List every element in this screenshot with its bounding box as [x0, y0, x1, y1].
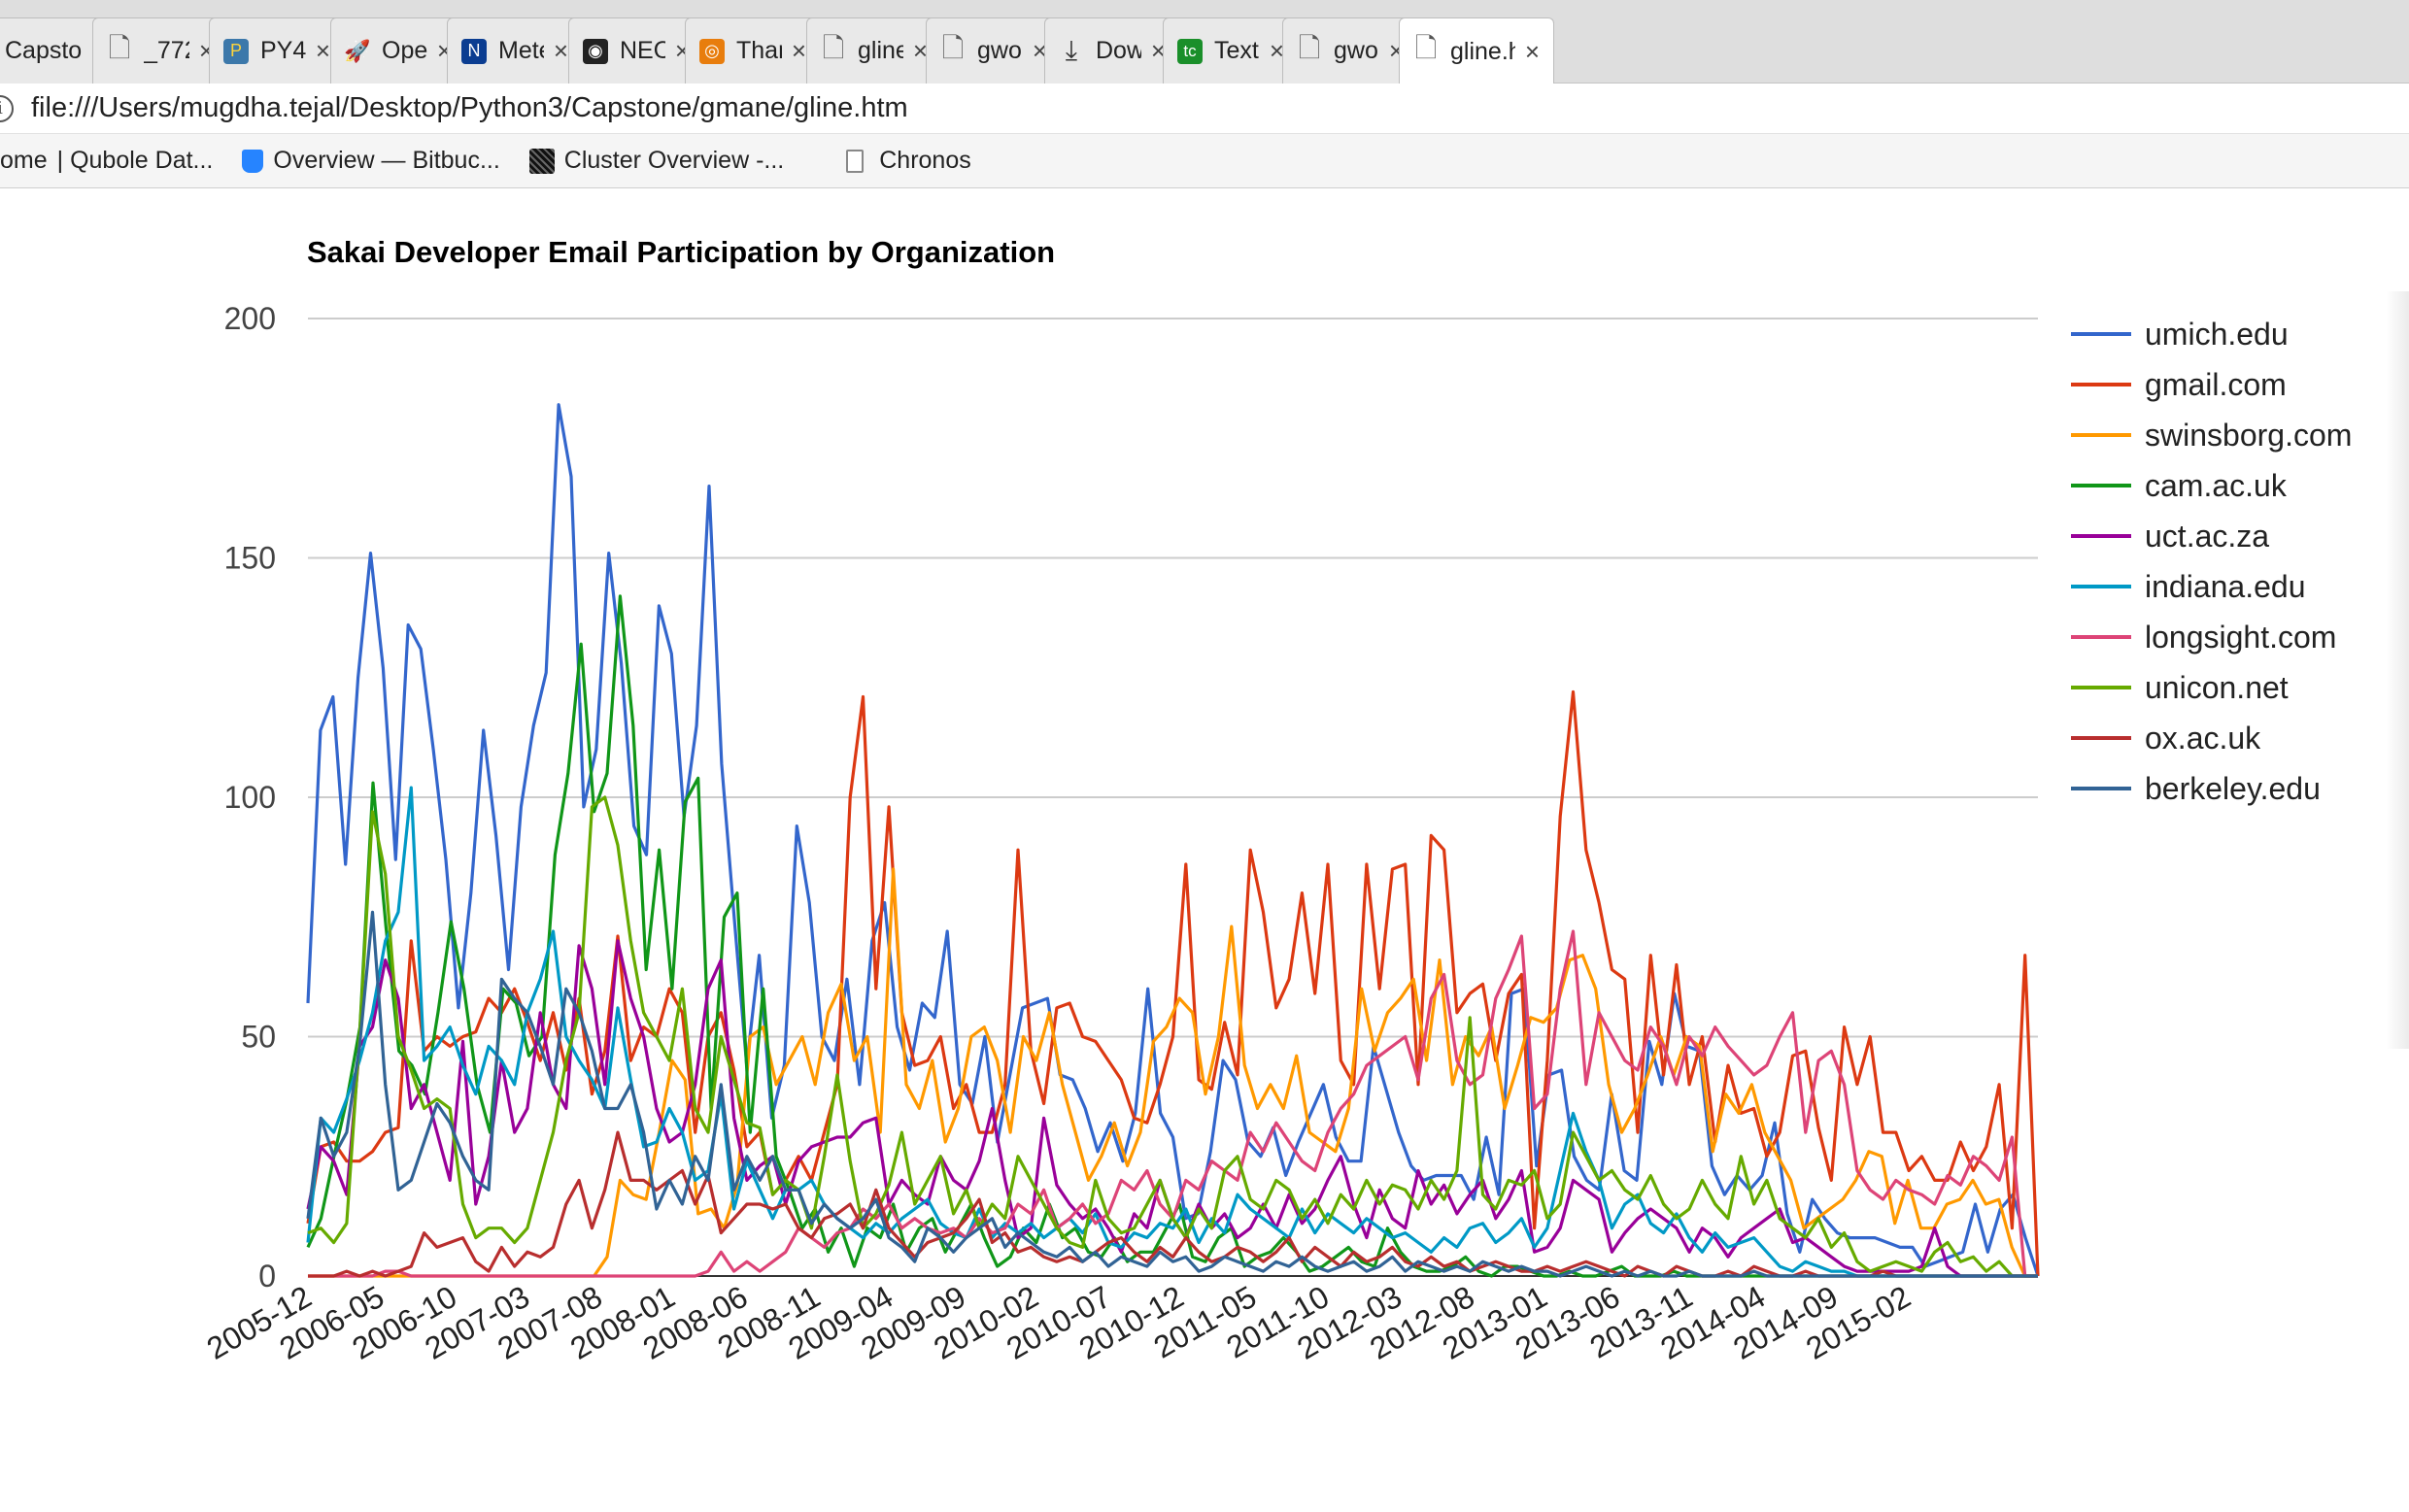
tab-title: Capsto — [5, 37, 83, 64]
bookmark-item[interactable]: Overview — Bitbuc... — [242, 147, 500, 175]
bookmark-label: ome — [0, 147, 48, 174]
page-icon: 🗋 — [941, 32, 965, 63]
tc-icon: tc — [1177, 38, 1203, 64]
y-tick-label: 200 — [224, 301, 276, 336]
tab-title: Open D — [382, 37, 427, 64]
browser-tab[interactable]: 🚀Open D× — [330, 17, 466, 84]
series-line-ox-ac-uk — [308, 1130, 2038, 1278]
tab-title: gword.h — [977, 37, 1023, 64]
bookmark-label: Cluster Overview -... — [563, 147, 785, 174]
close-icon[interactable]: × — [912, 36, 928, 65]
address-url[interactable]: file:///Users/mugdha.tejal/Desktop/Pytho… — [31, 92, 908, 123]
series-line-unicon-net — [307, 795, 2038, 1278]
browser-tab[interactable]: ◉NEO Or× — [568, 17, 704, 84]
browser-tab[interactable]: 🗋 gword.h × — [926, 17, 1062, 84]
close-icon[interactable]: × — [315, 36, 330, 65]
legend-label: unicon.net — [2145, 670, 2289, 705]
legend-label: swinsborg.com — [2145, 418, 2352, 453]
close-icon[interactable]: × — [1524, 36, 1540, 66]
browser-tab[interactable]: P PY4E - I × — [209, 17, 345, 84]
line-chart: Sakai Developer Email Participation by O… — [201, 235, 2353, 1366]
legend-label: berkeley.edu — [2145, 771, 2321, 806]
neo-icon: ◉ — [583, 38, 608, 64]
tab-title: Thanks — [736, 37, 782, 64]
browser-tab[interactable]: 🗋_7722e× — [92, 17, 228, 84]
chart-area: Sakai Developer Email Participation by O… — [0, 188, 2409, 1507]
legend-label: cam.ac.uk — [2145, 468, 2288, 503]
legend-label: longsight.com — [2145, 620, 2336, 655]
series-line-umich-edu — [306, 403, 2040, 1277]
series-line-swinsborg-com — [308, 867, 2038, 1278]
close-icon[interactable]: × — [1269, 36, 1284, 65]
browser-tab[interactable]: N Meteori × — [447, 17, 583, 84]
tab-title: NEO Or — [620, 37, 665, 64]
y-tick-label: 100 — [224, 780, 276, 815]
bookmarks-bar: ome | Qubole Dat... Overview — Bitbuc... Cl… — [0, 134, 2409, 188]
legend-label: uct.ac.za — [2145, 519, 2269, 554]
y-tick-label: 0 — [258, 1259, 276, 1294]
browser-tab[interactable]: ⤓ Downlo × — [1044, 17, 1180, 84]
page-icon: 🗋 — [822, 32, 845, 63]
legend-label: ox.ac.uk — [2145, 721, 2261, 756]
tab-title: gline.ht — [1450, 37, 1515, 65]
browser-tab[interactable]: 🗋 gline.ht × — [806, 17, 942, 84]
bookmark-item[interactable]: Chronos — [817, 147, 971, 175]
bitbucket-icon — [242, 149, 264, 173]
bookmark-item[interactable]: Cluster Overview -... — [528, 147, 785, 175]
close-icon[interactable]: × — [791, 36, 806, 65]
bookmark-label: Chronos — [879, 147, 971, 174]
tab-title: PY4E - I — [260, 37, 306, 64]
browser-tab[interactable]: 🗋gword.h× — [1282, 17, 1418, 84]
page-icon — [846, 149, 865, 173]
legend-label: indiana.edu — [2145, 569, 2305, 604]
close-icon[interactable]: × — [553, 36, 568, 65]
chart-title: Sakai Developer Email Participation by O… — [307, 235, 1055, 269]
page-icon: 🗋 — [108, 32, 131, 63]
page-icon: 🗋 — [1298, 32, 1321, 63]
legend-label: umich.edu — [2145, 317, 2289, 352]
bookmark-label: Overview — Bitbuc... — [273, 147, 500, 174]
tab-title: Downlo — [1096, 37, 1141, 64]
download-icon: ⤓ — [1065, 35, 1078, 65]
tab-title: gword.h — [1334, 37, 1379, 64]
address-bar[interactable]: i file:///Users/mugdha.tejal/Desktop/Pyt… — [0, 84, 2409, 134]
browser-tab[interactable]: tc Text Co × — [1163, 17, 1299, 84]
blender-icon: ◎ — [699, 38, 725, 64]
series-line-indiana-edu — [306, 786, 2038, 1278]
tab-title: Meteori — [498, 37, 544, 64]
series-line-berkeley-edu — [306, 910, 2038, 1278]
bookmark-item[interactable]: | Qubole Dat... — [57, 147, 214, 175]
rocket-icon: 🚀 — [344, 38, 371, 63]
legend-label: gmail.com — [2145, 367, 2287, 402]
python-icon: P — [223, 38, 249, 64]
y-tick-label: 50 — [241, 1020, 276, 1055]
tab-title: gline.ht — [858, 37, 903, 64]
page-icon: 🗋 — [1414, 33, 1438, 63]
browser-tab[interactable]: ◎ Thanks × — [685, 17, 821, 84]
series-line-cam-ac-uk — [306, 594, 2038, 1278]
tab-title: Text Co — [1214, 37, 1260, 64]
y-tick-label: 150 — [224, 541, 276, 576]
scroll-edge-shadow — [2386, 291, 2409, 1049]
close-icon[interactable]: × — [1032, 36, 1047, 65]
bookmark-label: | Qubole Dat... — [56, 147, 214, 174]
tab-title: _7722e — [144, 37, 189, 64]
nasa-icon: N — [461, 38, 487, 64]
info-icon[interactable]: i — [0, 94, 14, 122]
tab-strip: Capsto × 🗋 _7722e × P PY4E - I × 🚀 Open D × N Meteor… — [0, 0, 2409, 84]
bookmark-item[interactable]: ome — [0, 147, 48, 175]
cluster-icon — [528, 148, 555, 174]
close-icon[interactable]: × — [1150, 36, 1166, 65]
series-line-gmail-com — [306, 689, 2040, 1277]
browser-tab[interactable]: 🗋 gline.ht × — [1399, 17, 1554, 84]
